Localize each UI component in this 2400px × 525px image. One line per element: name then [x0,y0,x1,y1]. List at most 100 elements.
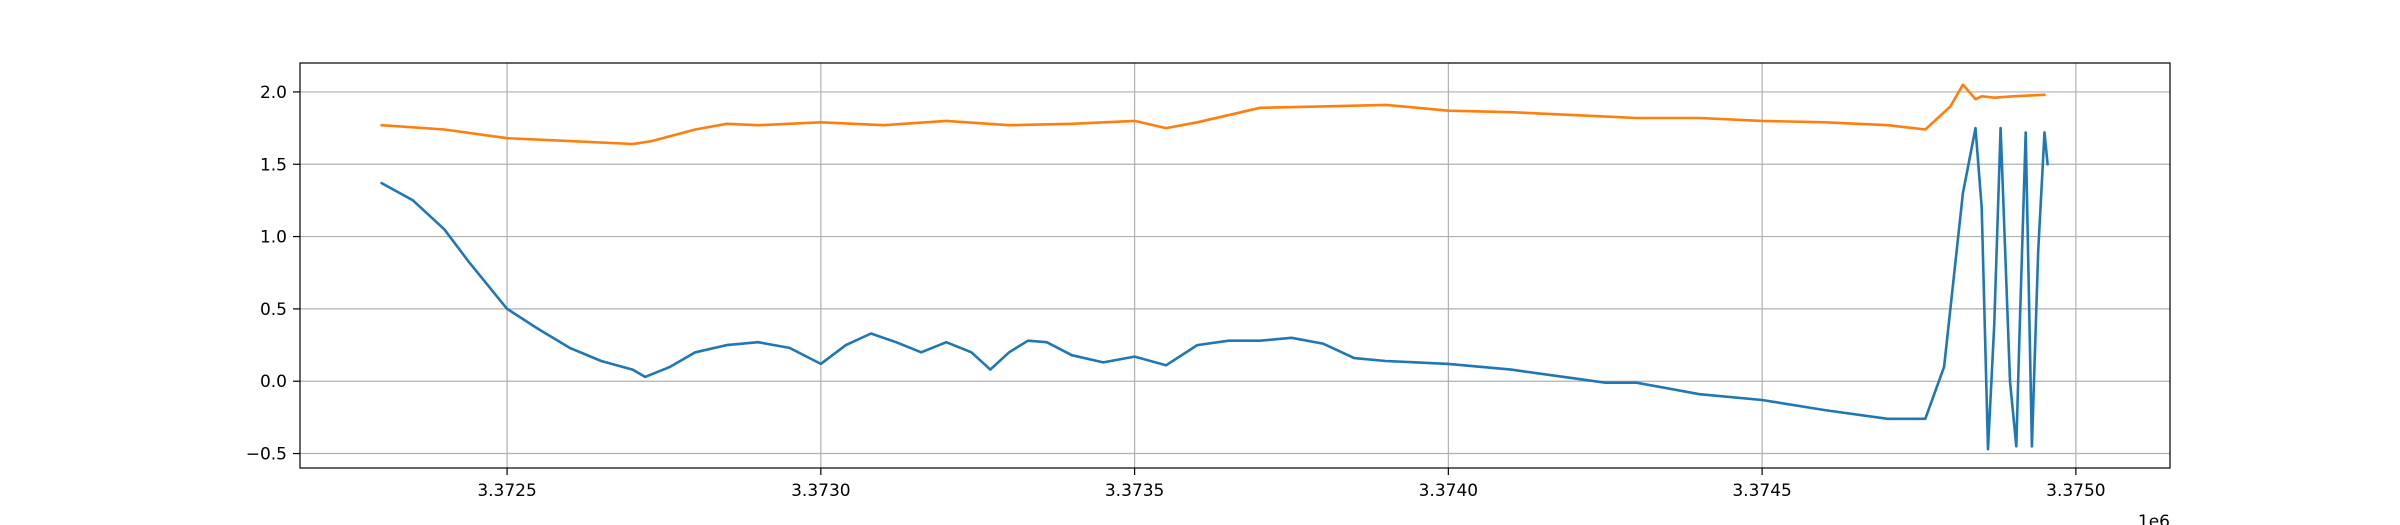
series-1-point [380,182,383,184]
series-2-point [945,120,948,122]
series-1-point [1924,418,1927,420]
series-1-point [1635,381,1638,384]
series-1-point [1573,377,1575,380]
series-1-point [2015,445,2018,448]
series-1-point [1353,357,1355,359]
series-1-point [1993,322,1996,325]
series-2-point [1510,111,1512,113]
series-1-point [1987,448,1989,451]
series-1-point [820,363,822,365]
series-1-point [600,360,602,362]
series-1-point [1133,355,1136,358]
series-1-point [1974,127,1977,129]
series-2-point [2043,94,2046,96]
series-1-point [788,347,791,349]
series-2-point [1761,120,1763,122]
series-1-point [1045,341,1048,344]
y-tick-label: −0.5 [246,445,287,465]
series-2-point [1962,83,1964,86]
series-1-point [1008,351,1010,354]
series-2-point [1165,127,1167,129]
series-1-point [1886,418,1889,420]
series-2-point [725,123,728,125]
series-2-point [1993,96,1996,99]
series-2-point [1635,117,1638,119]
x-tick-label: 3.3740 [1419,481,1478,501]
series-1-point [1102,361,1104,364]
series-2-point [1384,104,1387,106]
series-2-point [1886,124,1889,126]
series-1-point [757,341,759,344]
series-1-point [1227,339,1230,342]
series-2-point [1573,114,1575,116]
series-2-line [380,83,2046,146]
series-1-point [669,366,671,368]
series-1-point [1384,360,1387,362]
series-2-point [1008,124,1010,126]
tick-layer: 3.3725 3.3730 3.3735 3.3740 3.3745 3.3750 −0.5… [246,83,2106,501]
plot-area-background [300,63,2170,468]
series-1-point [2024,131,2027,134]
series-2-point [2012,95,2014,98]
series-1-point [1259,339,1261,342]
series-1-point [468,261,471,264]
series-1-point [2018,337,2021,339]
series-1-point [1416,361,1418,364]
series-2-point [1974,98,1977,100]
series-1-point [2046,163,2049,166]
series-1-point [1604,381,1606,384]
series-2-point [506,137,508,139]
series-1-point [569,347,571,349]
series-2-point [1447,109,1450,112]
x-tick-label: 3.3750 [2046,481,2105,501]
series-layer [380,83,2049,451]
series-1-point [970,351,973,354]
series-2-point [1322,105,1324,108]
series-1-point [1447,363,1450,365]
series-1-point [1698,393,1701,396]
series-1-point [870,332,872,335]
series-1-point [1962,192,1964,194]
series-2-point [1949,105,1952,108]
series-1-point [1943,366,1945,368]
x-tick-label: 3.3730 [791,481,850,501]
y-tick-label: 1.0 [260,228,287,248]
series-1-point [412,199,414,202]
series-2-point [1133,120,1136,122]
x-axis-offset-label: 1e6 [2138,512,2170,525]
series-2-point [694,128,697,131]
series-2-point [569,140,571,142]
series-2-point [1980,95,1983,98]
plot-frame [299,62,2171,469]
series-1-point [2031,445,2033,448]
series-1-point [2009,380,2011,383]
series-1-point [1290,337,1293,339]
series-2-point [1824,121,1826,124]
series-1-point [945,341,948,344]
series-2-point [1071,123,1073,125]
y-tick-label: 0.0 [260,372,287,392]
series-2-point [443,128,446,131]
series-1-point [1027,339,1029,342]
series-2-point [757,124,759,126]
series-1-point [2043,131,2046,134]
series-2-point [380,124,383,126]
series-1-point [1165,364,1167,367]
series-1-point [1824,409,1826,411]
series-1-point [694,351,697,354]
series-1-point [1510,368,1512,371]
y-tick-label: 1.5 [260,155,287,175]
y-tick-label: 0.5 [260,300,287,320]
series-1-point [443,228,446,231]
series-2-point [820,121,822,124]
series-1-point [895,341,897,344]
grid-layer [300,63,2170,468]
series-1-point [537,328,540,330]
series-1-point [1980,206,1983,209]
series-1-point [631,368,634,371]
series-1-point [1071,354,1073,357]
x-tick-label: 3.3745 [1732,481,1791,501]
y-tick-label: 2.0 [260,83,287,103]
series-1-point [989,368,992,371]
series-1-point [920,351,922,354]
